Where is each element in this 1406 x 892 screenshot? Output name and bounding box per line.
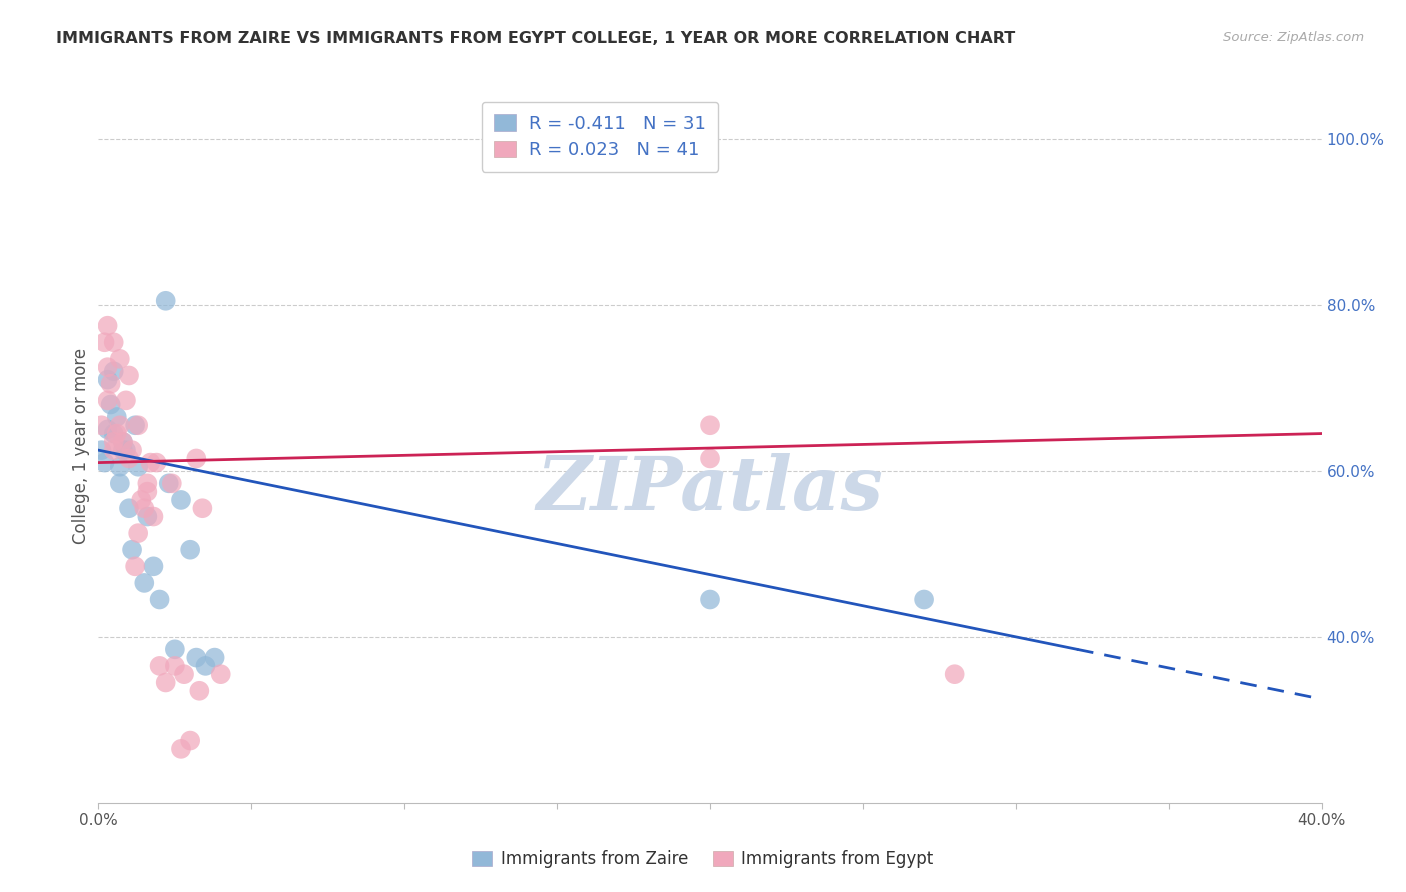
Point (97, 393, 120, 408)
Point (105, 409, 128, 424)
Point (170, 492, 193, 507)
Text: ZIPatlas: ZIPatlas (537, 452, 883, 525)
Point (163, 659, 186, 673)
Point (93, 456, 115, 470)
Point (103, 335, 125, 350)
Point (699, 592, 721, 607)
Point (179, 733, 201, 747)
Point (97, 422, 120, 436)
Point (142, 509, 165, 524)
Point (179, 542, 201, 557)
Point (103, 434, 125, 449)
Point (103, 443, 125, 458)
Point (103, 426, 125, 441)
Point (194, 659, 217, 673)
Point (699, 418, 721, 433)
Point (127, 459, 149, 474)
Point (134, 501, 156, 516)
Point (108, 418, 131, 433)
Point (204, 650, 226, 665)
Point (105, 426, 128, 441)
Point (108, 476, 131, 491)
Point (136, 484, 159, 499)
Point (111, 434, 134, 449)
Legend: Immigrants from Zaire, Immigrants from Egypt: Immigrants from Zaire, Immigrants from E… (465, 844, 941, 875)
Point (142, 559, 165, 574)
Point (912, 592, 935, 607)
Point (108, 459, 131, 474)
Point (155, 675, 177, 690)
Point (186, 650, 208, 665)
Point (97, 318, 120, 333)
Point (118, 368, 141, 383)
Point (160, 476, 183, 491)
Text: Source: ZipAtlas.com: Source: ZipAtlas.com (1223, 31, 1364, 45)
Point (145, 456, 167, 470)
Point (118, 451, 141, 466)
Point (100, 376, 122, 391)
Point (118, 501, 141, 516)
Point (121, 542, 143, 557)
Point (124, 418, 146, 433)
Point (173, 667, 195, 681)
Point (136, 476, 159, 491)
Text: IMMIGRANTS FROM ZAIRE VS IMMIGRANTS FROM EGYPT COLLEGE, 1 YEAR OR MORE CORRELATI: IMMIGRANTS FROM ZAIRE VS IMMIGRANTS FROM… (56, 31, 1015, 46)
Point (209, 667, 232, 681)
Point (127, 418, 149, 433)
Point (149, 659, 172, 673)
Point (699, 451, 721, 466)
Point (155, 293, 177, 308)
Point (139, 456, 162, 470)
Point (127, 526, 149, 541)
Point (115, 443, 138, 458)
Point (170, 742, 193, 756)
Point (188, 683, 211, 698)
Point (111, 443, 134, 458)
Legend: R = -0.411   N = 31, R = 0.023   N = 41: R = -0.411 N = 31, R = 0.023 N = 41 (482, 102, 718, 172)
Point (97, 373, 120, 387)
Point (97, 360, 120, 375)
Point (124, 559, 146, 574)
Point (103, 364, 125, 378)
Point (115, 393, 138, 408)
Point (163, 642, 186, 657)
Point (943, 667, 966, 681)
Point (134, 575, 156, 590)
Point (136, 509, 159, 524)
Point (90, 443, 112, 458)
Point (100, 397, 122, 411)
Point (121, 443, 143, 458)
Point (90, 418, 112, 433)
Point (149, 592, 172, 607)
Point (129, 492, 152, 507)
Point (111, 434, 134, 449)
Point (93, 335, 115, 350)
Point (191, 501, 214, 516)
Y-axis label: College, 1 year or more: College, 1 year or more (72, 348, 90, 544)
Point (157, 476, 180, 491)
Point (108, 351, 131, 366)
Point (186, 451, 208, 466)
